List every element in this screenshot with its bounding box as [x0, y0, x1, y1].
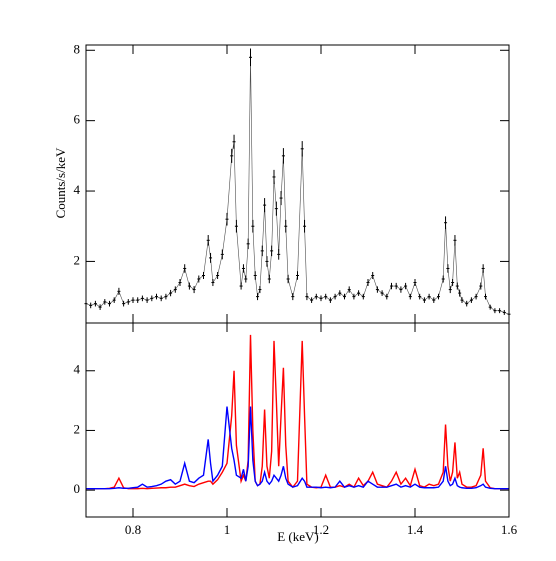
x-tick-label: 1.2	[313, 522, 329, 537]
plot-frame	[85, 322, 510, 518]
x-tick-label: 1	[224, 522, 231, 537]
y-tick-label: 4	[74, 182, 81, 197]
x-axis-label: E (keV)	[277, 529, 319, 544]
y-tick-label: 2	[74, 421, 81, 436]
x-tick-label: 1.6	[501, 522, 518, 537]
data-line	[86, 406, 509, 490]
y-tick-label: 0	[74, 481, 81, 496]
y-axis-label: Counts/s/keV	[53, 147, 68, 218]
y-tick-label: 2	[74, 252, 81, 267]
y-tick-label: 6	[74, 112, 81, 127]
y-tick-label: 8	[74, 41, 81, 56]
plot-frame	[85, 44, 510, 324]
x-tick-label: 1.4	[407, 522, 424, 537]
y-tick-label: 4	[74, 362, 81, 377]
data-line	[86, 334, 509, 490]
x-tick-label: 0.8	[125, 522, 141, 537]
